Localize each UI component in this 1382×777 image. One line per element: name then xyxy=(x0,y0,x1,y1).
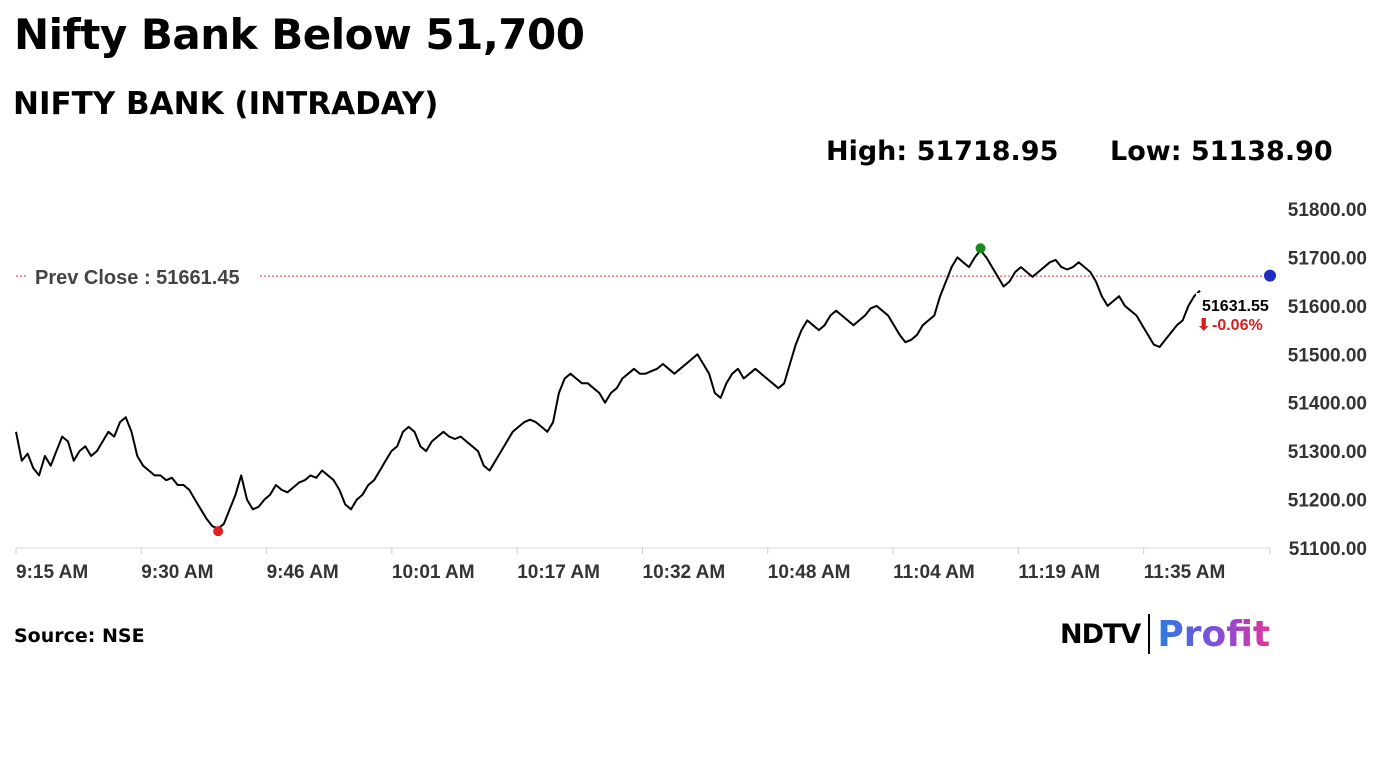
x-tick-label: 9:15 AM xyxy=(16,562,88,583)
y-tick-label: 51600.00 xyxy=(1288,297,1367,318)
logo-divider xyxy=(1148,614,1151,654)
x-axis: 9:15 AM 9:30 AM 9:46 AM 10:01 AM 10:17 AM 10:… xyxy=(15,548,1271,583)
last-marker xyxy=(1264,269,1276,282)
logo-ndtv-text: NDTV xyxy=(1060,618,1141,650)
x-tick-label: 10:32 AM xyxy=(643,562,726,583)
prev-close-label: Prev Close : 51661.45 xyxy=(35,267,240,289)
down-arrow-icon: ⬇ xyxy=(1197,317,1210,334)
high-marker xyxy=(975,243,986,254)
price-line xyxy=(15,249,1201,530)
y-tick-label: 51700.00 xyxy=(1288,248,1367,269)
x-tick-label: 9:30 AM xyxy=(141,562,213,583)
y-tick-label: 51200.00 xyxy=(1288,491,1367,512)
low-marker xyxy=(213,526,224,537)
x-tick-label: 11:04 AM xyxy=(893,562,975,583)
x-tick-label: 9:46 AM xyxy=(267,562,339,583)
y-tick-label: 51400.00 xyxy=(1288,394,1367,415)
x-tick-label: 11:35 AM xyxy=(1144,562,1226,583)
intraday-chart: 51800.00 51700.00 51600.00 51500.00 51400.00… xyxy=(15,200,1367,583)
x-tick-label: 11:19 AM xyxy=(1018,562,1100,583)
logo-profit-text: Profit xyxy=(1157,613,1271,655)
ndtv-profit-logo: NDTV Profit xyxy=(1060,612,1270,656)
x-tick-label: 10:01 AM xyxy=(392,562,475,583)
change-label: -0.06% xyxy=(1212,317,1263,334)
source-note: Source: NSE xyxy=(14,625,145,647)
chart-title: NIFTY BANK (INTRADAY) xyxy=(13,86,439,122)
high-stat: High: 51718.95 xyxy=(826,136,1059,167)
y-tick-label: 51300.00 xyxy=(1288,442,1367,463)
y-tick-label: 51800.00 xyxy=(1288,200,1367,221)
prev-close-label-bg xyxy=(28,262,260,292)
x-tick-label: 10:17 AM xyxy=(517,562,600,583)
low-stat: Low: 51138.90 xyxy=(1110,136,1333,167)
headline: Nifty Bank Below 51,700 xyxy=(14,10,585,59)
y-tick-label: 51100.00 xyxy=(1289,539,1367,560)
y-axis: 51800.00 51700.00 51600.00 51500.00 51400.00… xyxy=(1288,200,1367,560)
y-tick-label: 51500.00 xyxy=(1288,345,1367,366)
last-value-label-bg xyxy=(1196,293,1272,337)
x-tick-label: 10:48 AM xyxy=(768,562,851,583)
last-value-label: 51631.55 xyxy=(1202,298,1269,315)
